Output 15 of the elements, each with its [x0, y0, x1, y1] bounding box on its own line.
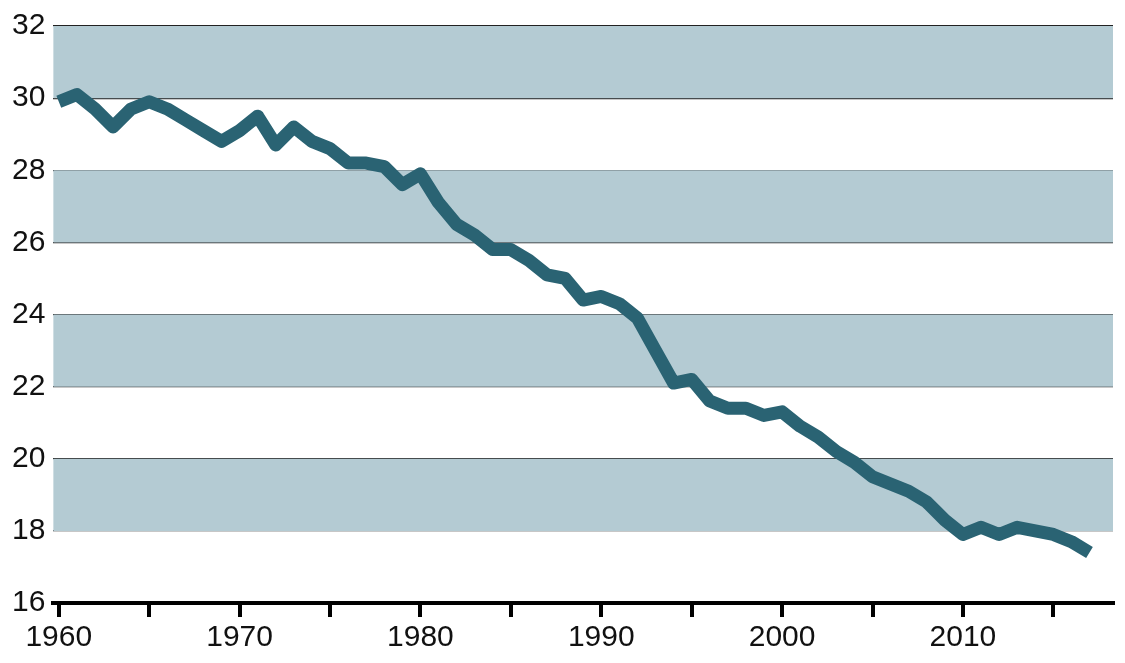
x-tick-label: 2010	[929, 619, 997, 653]
y-tick-label: 26	[11, 223, 46, 257]
y-tick-label: 18	[11, 512, 46, 546]
y-tick-label: 22	[11, 367, 46, 401]
y-tick-label: 30	[11, 79, 46, 113]
y-tick-label: 24	[11, 295, 46, 329]
y-tick-label: 28	[11, 151, 46, 185]
y-tick-label: 20	[11, 440, 46, 474]
x-tick-label: 2000	[748, 619, 816, 653]
x-tick-label: 1970	[206, 619, 273, 653]
y-tick-label: 16	[11, 584, 46, 618]
x-tick-label: 1990	[567, 619, 635, 653]
x-tick-label: 1960	[25, 619, 93, 653]
x-tick-label: 1980	[387, 619, 454, 653]
y-tick-label: 32	[11, 7, 46, 41]
